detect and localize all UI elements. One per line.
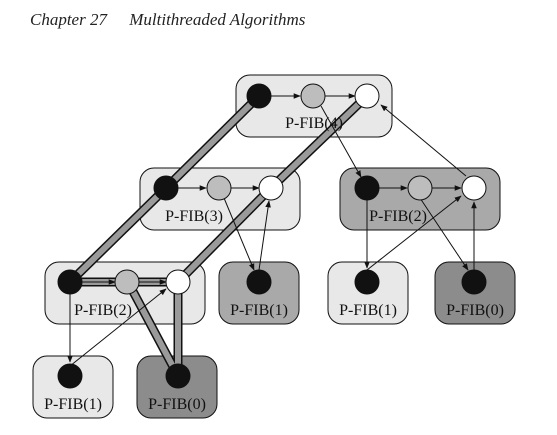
node-label: P-FIB(1)	[230, 302, 288, 319]
strand-black	[246, 83, 272, 109]
strand-gray	[300, 83, 326, 109]
node-label: P-FIB(1)	[339, 302, 397, 319]
edges	[67, 93, 477, 367]
strand-black	[57, 269, 83, 295]
edge	[223, 197, 255, 271]
node-label: P-FIB(2)	[369, 208, 427, 225]
node-label: P-FIB(4)	[285, 115, 343, 132]
node-label: P-FIB(2)	[74, 302, 132, 319]
strand-black	[461, 269, 487, 295]
strands	[57, 83, 487, 389]
chapter-number: Chapter 27	[30, 10, 107, 29]
node-label: P-FIB(0)	[148, 396, 206, 413]
strand-black	[246, 269, 272, 295]
strand-white	[461, 175, 487, 201]
strand-black	[153, 175, 179, 201]
labels: P-FIB(4) P-FIB(3) P-FIB(2) P-FIB(2) P-FI…	[44, 115, 504, 413]
strand-white	[165, 269, 191, 295]
edge	[380, 104, 467, 177]
edge	[419, 197, 469, 271]
page-header: Chapter 27 Multithreaded Algorithms	[30, 10, 305, 30]
critical-path	[65, 91, 372, 381]
strand-gray	[206, 175, 232, 201]
strand-white	[258, 175, 284, 201]
strand-gray	[407, 175, 433, 201]
edge	[69, 288, 167, 367]
strand-black	[354, 269, 380, 295]
edge	[366, 195, 462, 271]
edge	[258, 200, 271, 271]
strand-black	[165, 363, 191, 389]
edge	[320, 105, 362, 178]
strand-white	[354, 83, 380, 109]
node-label: P-FIB(1)	[44, 396, 102, 413]
strand-black	[57, 363, 83, 389]
node-label: P-FIB(3)	[165, 208, 223, 225]
strand-gray	[114, 269, 140, 295]
strand-black	[354, 175, 380, 201]
chapter-title: Multithreaded Algorithms	[129, 10, 306, 29]
node-label: P-FIB(0)	[446, 302, 504, 319]
